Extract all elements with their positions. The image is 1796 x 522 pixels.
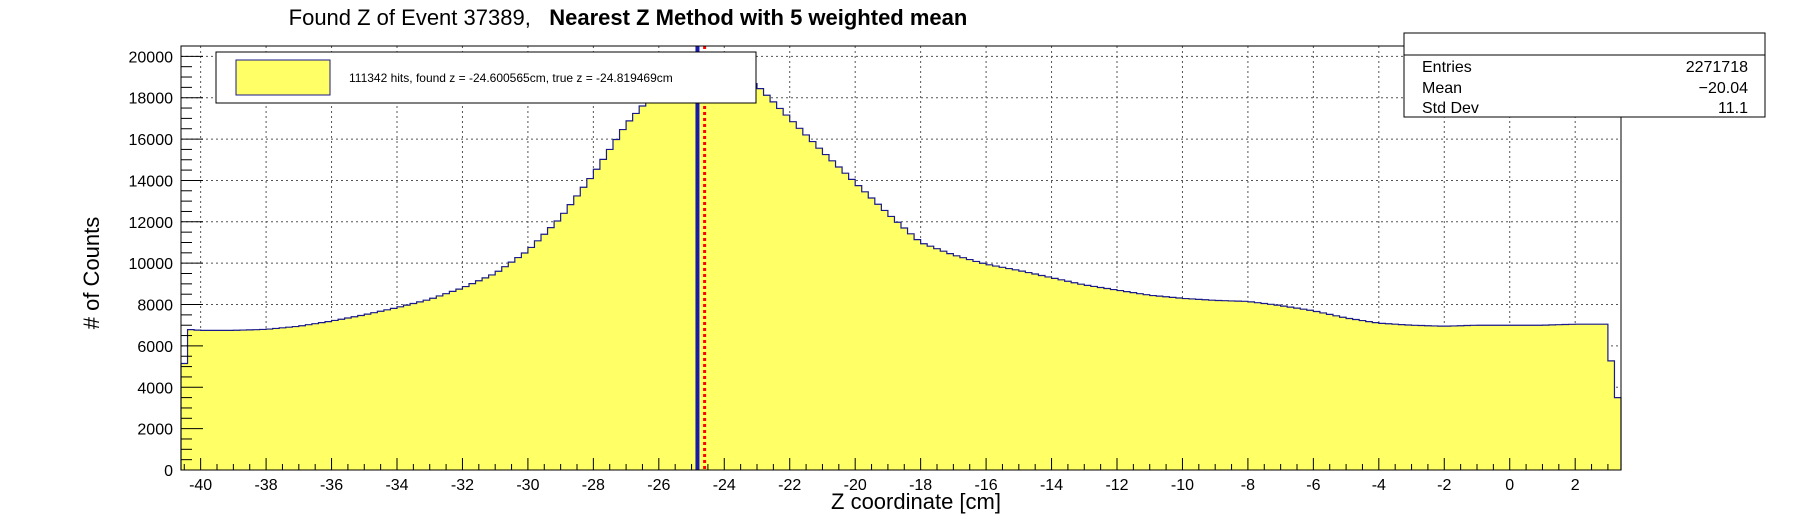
y-axis-label: # of Counts bbox=[79, 217, 104, 330]
legend-entry: 111342 hits, found z = -24.600565cm, tru… bbox=[349, 71, 673, 85]
stats-stddev-label: Std Dev bbox=[1422, 100, 1479, 117]
x-tick-label: -20 bbox=[844, 477, 867, 494]
x-tick-label: -26 bbox=[647, 477, 670, 494]
stats-stddev-value: 11.1 bbox=[1718, 100, 1748, 117]
stats-box: Entries 2271718 Mean −20.04 Std Dev 11.1 bbox=[1403, 32, 1766, 118]
z-markers bbox=[695, 46, 707, 470]
x-tick-label: -8 bbox=[1241, 477, 1255, 494]
legend-swatch bbox=[235, 59, 331, 96]
x-tick-label: -36 bbox=[320, 477, 343, 494]
chart-title: Found Z of Event 37389, Nearest Z Method… bbox=[289, 5, 968, 30]
y-tick-label: 16000 bbox=[129, 132, 174, 149]
chart-title-bold: Nearest Z Method with 5 weighted mean bbox=[549, 5, 967, 30]
x-tick-label: -28 bbox=[582, 477, 605, 494]
x-tick-label: -40 bbox=[189, 477, 212, 494]
x-axis-ticks: -40 -38 -36 -34 -32 -30 -28 -26 -24 -22 -20 -18 -16-… bbox=[183, 458, 1609, 494]
x-tick-label: -10 bbox=[1171, 477, 1194, 494]
stats-frame bbox=[1403, 32, 1766, 118]
x-tick-label: -32 bbox=[451, 477, 474, 494]
y-tick-label: 18000 bbox=[129, 91, 174, 108]
histogram-outline bbox=[180, 59, 1622, 470]
x-tick-label: -4 bbox=[1372, 477, 1386, 494]
plot-frame bbox=[180, 45, 1622, 471]
x-tick-label: -14 bbox=[1040, 477, 1063, 494]
x-tick-label: -16 bbox=[975, 477, 998, 494]
y-tick-label: 4000 bbox=[137, 380, 173, 397]
y-tick-label: 8000 bbox=[137, 298, 173, 315]
stats-mean-value: −20.04 bbox=[1699, 80, 1748, 97]
x-tick-label: -24 bbox=[713, 477, 736, 494]
stats-entries-label: Entries bbox=[1422, 59, 1472, 76]
x-tick-label: -6 bbox=[1306, 477, 1320, 494]
y-tick-label: 14000 bbox=[129, 173, 174, 190]
y-tick-label: 12000 bbox=[129, 215, 174, 232]
stats-mean-label: Mean bbox=[1422, 80, 1462, 97]
x-axis-label: Z coordinate [cm] bbox=[831, 489, 1001, 514]
histogram-fill bbox=[181, 60, 1621, 470]
y-tick-label: 0 bbox=[164, 463, 173, 480]
x-tick-label: -30 bbox=[516, 477, 539, 494]
legend: 111342 hits, found z = -24.600565cm, tru… bbox=[215, 51, 757, 104]
x-tick-label: -34 bbox=[385, 477, 408, 494]
y-tick-label: 20000 bbox=[129, 49, 174, 66]
x-tick-label: -22 bbox=[778, 477, 801, 494]
grid-lines bbox=[181, 46, 1621, 470]
x-tick-label: -2 bbox=[1437, 477, 1451, 494]
y-tick-label: 6000 bbox=[137, 339, 173, 356]
x-tick-label: -38 bbox=[255, 477, 278, 494]
chart-title-plain: Found Z of Event 37389, bbox=[289, 5, 531, 30]
x-tick-label: 0 bbox=[1505, 477, 1514, 494]
x-tick-label: -12 bbox=[1105, 477, 1128, 494]
x-tick-label: 2 bbox=[1571, 477, 1580, 494]
x-tick-label: -18 bbox=[909, 477, 932, 494]
y-tick-label: 2000 bbox=[137, 422, 173, 439]
y-tick-label: 10000 bbox=[129, 256, 174, 273]
stats-entries-value: 2271718 bbox=[1686, 59, 1748, 76]
y-axis-ticks: 0 2000 4000 6000 8000 10000 12000 14000 16000 180… bbox=[129, 45, 203, 480]
